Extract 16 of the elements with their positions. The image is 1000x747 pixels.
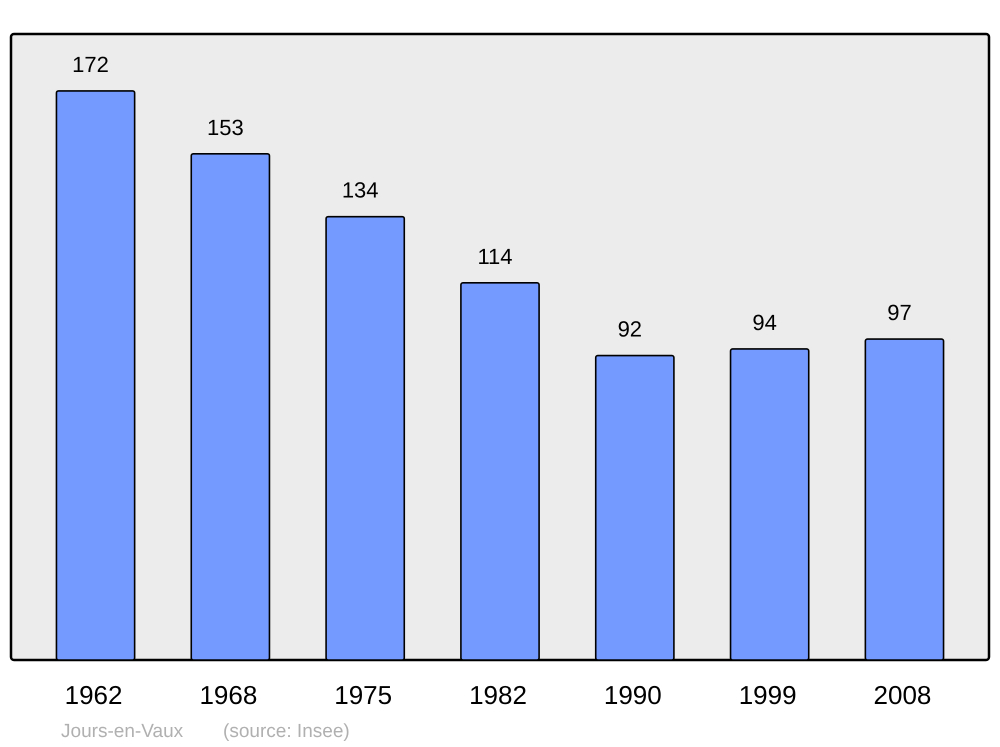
data-label: 94	[752, 310, 777, 335]
text: (source: Insee)	[223, 721, 350, 742]
data-label: 92	[618, 316, 642, 342]
text: Jours-en-Vaux	[61, 721, 184, 742]
data-label: 172	[72, 52, 109, 77]
x-tick-label: 2008	[874, 680, 932, 710]
data-label: 134	[342, 178, 379, 203]
x-tick-label: 1999	[738, 680, 797, 710]
data-label: 97	[887, 300, 912, 326]
data-label: 114	[477, 244, 513, 269]
x-tick-label: 1982	[469, 680, 527, 710]
data-label: 153	[207, 114, 244, 140]
x-tick-label: 1975	[334, 680, 392, 710]
x-tick-label: 1968	[199, 680, 258, 710]
x-tick-label: 1962	[64, 680, 122, 710]
x-tick-label: 1990	[604, 680, 662, 710]
